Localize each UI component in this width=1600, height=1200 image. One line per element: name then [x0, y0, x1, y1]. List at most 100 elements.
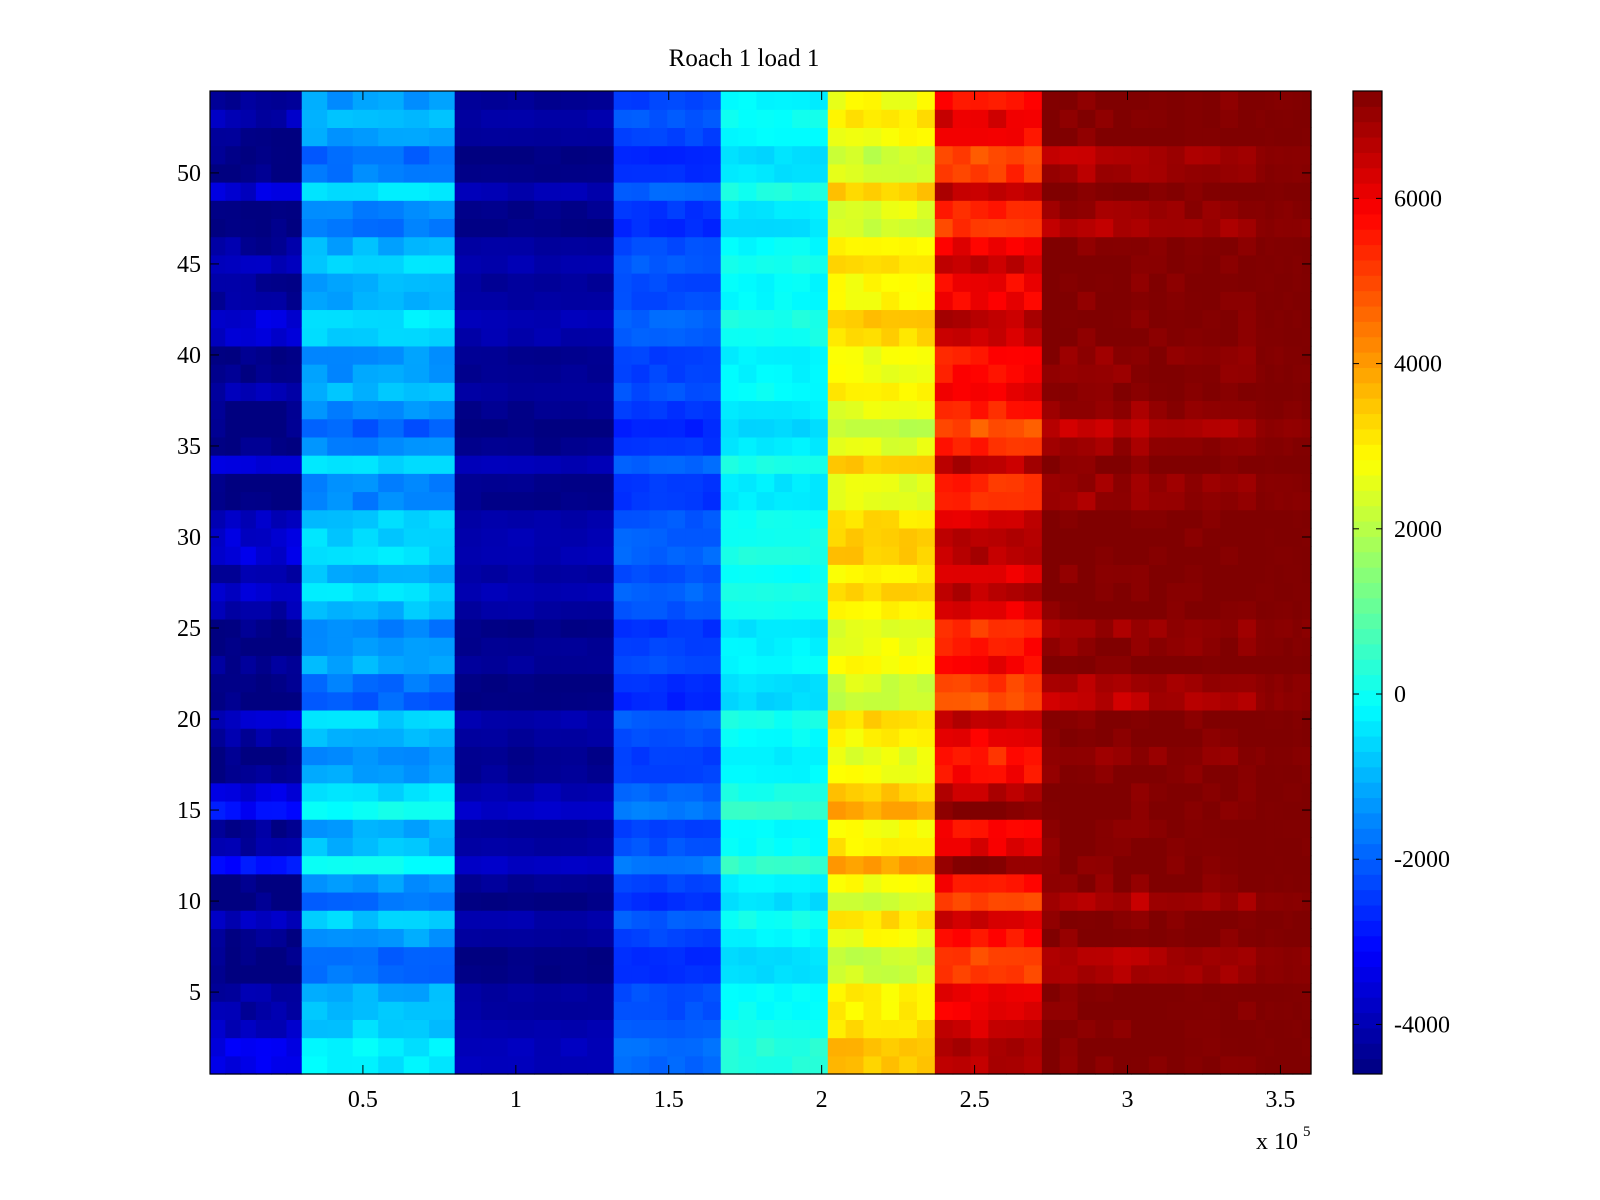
colorbar-step: [1353, 352, 1382, 368]
heatmap-cell: [1255, 910, 1266, 929]
heatmap-cell: [1274, 928, 1285, 948]
heatmap-cell: [240, 218, 257, 238]
heatmap-cell: [952, 673, 972, 693]
heatmap-cell: [1148, 691, 1168, 711]
heatmap-cell: [738, 1001, 758, 1020]
colorbar-step: [1353, 275, 1382, 292]
heatmap-cell: [1265, 800, 1275, 820]
heatmap-cell: [970, 200, 989, 220]
heatmap-cell: [845, 600, 865, 620]
heatmap-cell: [1024, 910, 1043, 929]
heatmap-cell: [1095, 709, 1114, 729]
heatmap-cell: [481, 600, 509, 620]
heatmap-cell: [881, 254, 900, 274]
heatmap-cell: [1041, 1019, 1061, 1039]
heatmap-cell: [1301, 637, 1312, 656]
heatmap-cell: [1077, 309, 1096, 329]
heatmap-cell: [225, 291, 242, 311]
heatmap-cell: [587, 910, 615, 929]
heatmap-cell: [255, 309, 272, 329]
heatmap-cell: [560, 382, 588, 402]
heatmap-cell: [1006, 200, 1025, 220]
heatmap-cell: [429, 491, 456, 511]
heatmap-cell: [1006, 91, 1025, 110]
heatmap-cell: [507, 455, 535, 474]
heatmap-cell: [534, 473, 562, 493]
heatmap-cell: [481, 819, 509, 838]
heatmap-cell: [756, 145, 775, 165]
heatmap-cell: [1202, 873, 1221, 893]
heatmap-cell: [792, 218, 811, 238]
heatmap-cell: [286, 673, 303, 693]
heatmap-cell: [845, 327, 865, 347]
heatmap-cell: [631, 728, 650, 747]
heatmap-cell: [1131, 618, 1150, 638]
heatmap-cell: [720, 964, 740, 984]
heatmap-cell: [881, 509, 900, 529]
heatmap-cell: [1166, 273, 1186, 292]
heatmap-cell: [613, 1019, 633, 1039]
heatmap-cell: [1283, 764, 1294, 784]
heatmap-cell: [301, 418, 328, 438]
heatmap-cell: [1148, 1055, 1168, 1075]
heatmap-cell: [756, 691, 775, 711]
heatmap-cell: [587, 509, 615, 529]
heatmap-cell: [809, 764, 829, 784]
heatmap-cell: [1238, 618, 1257, 638]
heatmap-cell: [827, 600, 847, 620]
heatmap-cell: [774, 473, 793, 493]
heatmap-cell: [1166, 218, 1186, 238]
heatmap-cell: [1238, 236, 1257, 256]
heatmap-cell: [1238, 364, 1257, 383]
heatmap-cell: [1265, 928, 1275, 948]
heatmap-cell: [1283, 400, 1294, 420]
heatmap-cell: [1131, 1055, 1150, 1075]
heatmap-cell: [1131, 436, 1150, 456]
heatmap-cell: [1255, 418, 1266, 438]
heatmap-cell: [225, 728, 242, 747]
heatmap-cell: [1274, 709, 1285, 729]
heatmap-cell: [1184, 527, 1204, 547]
heatmap-cell: [970, 800, 989, 820]
heatmap-cell: [702, 473, 722, 493]
heatmap-cell: [378, 91, 405, 110]
heatmap-cell: [1095, 200, 1114, 220]
heatmap-cell: [1024, 1001, 1043, 1020]
heatmap-cell: [1006, 1019, 1025, 1039]
heatmap-cell: [301, 364, 328, 383]
heatmap-cell: [631, 1055, 650, 1075]
heatmap-cell: [1220, 345, 1239, 365]
heatmap-cell: [1274, 910, 1285, 929]
heatmap-cell: [1148, 982, 1168, 1002]
heatmap-cell: [403, 600, 430, 620]
heatmap-cell: [225, 491, 242, 511]
heatmap-cell: [481, 309, 509, 329]
heatmap-cell: [454, 600, 482, 620]
heatmap-cell: [881, 600, 900, 620]
heatmap-cell: [301, 728, 328, 747]
heatmap-cell: [560, 109, 588, 128]
heatmap-cell: [1184, 728, 1204, 747]
heatmap-cell: [1202, 382, 1221, 402]
heatmap-cell: [587, 163, 615, 183]
heatmap-cell: [378, 837, 405, 857]
heatmap-cell: [534, 855, 562, 875]
heatmap-cell: [560, 236, 588, 256]
heatmap-cell: [970, 691, 989, 711]
heatmap-cell: [720, 400, 740, 420]
heatmap-cell: [1184, 1019, 1204, 1039]
heatmap-cell: [1131, 473, 1150, 493]
heatmap-cell: [1220, 455, 1239, 474]
heatmap-cell: [1148, 509, 1168, 529]
heatmap-cell: [720, 1019, 740, 1039]
heatmap-cell: [667, 127, 686, 147]
heatmap-cell: [809, 218, 829, 238]
heatmap-cell: [352, 182, 379, 201]
heatmap-cell: [429, 163, 456, 183]
heatmap-cell: [1041, 436, 1061, 456]
x-axis-exponent: x 10 5: [1256, 1124, 1311, 1155]
heatmap-cell: [301, 1001, 328, 1020]
heatmap-cell: [481, 364, 509, 383]
heatmap-cell: [970, 655, 989, 675]
heatmap-cell: [1184, 418, 1204, 438]
